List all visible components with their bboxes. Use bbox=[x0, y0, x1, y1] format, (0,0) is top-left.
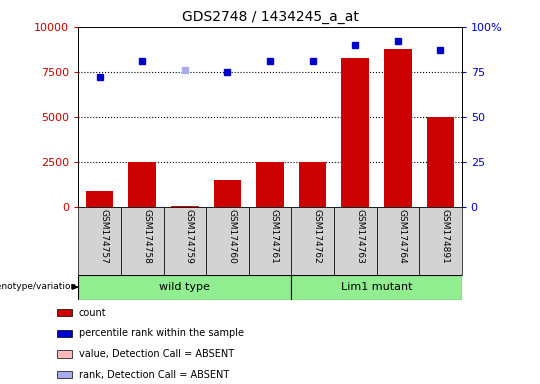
Bar bbox=[57, 309, 72, 316]
Text: GSM174761: GSM174761 bbox=[270, 209, 279, 264]
Bar bbox=[291, 275, 462, 300]
Bar bbox=[291, 207, 334, 275]
Text: GSM174762: GSM174762 bbox=[313, 209, 322, 264]
Text: genotype/variation: genotype/variation bbox=[0, 282, 77, 291]
Bar bbox=[57, 371, 72, 378]
Bar bbox=[299, 162, 327, 207]
Text: wild type: wild type bbox=[159, 282, 210, 292]
Bar bbox=[341, 58, 369, 207]
Bar bbox=[334, 207, 376, 275]
Bar bbox=[171, 205, 199, 207]
Text: GSM174758: GSM174758 bbox=[142, 209, 151, 264]
Text: GSM174759: GSM174759 bbox=[185, 209, 194, 264]
Bar bbox=[129, 162, 156, 207]
Title: GDS2748 / 1434245_a_at: GDS2748 / 1434245_a_at bbox=[181, 10, 359, 25]
Text: GSM174763: GSM174763 bbox=[355, 209, 364, 264]
Bar bbox=[249, 207, 291, 275]
Text: count: count bbox=[79, 308, 106, 318]
Bar bbox=[78, 275, 291, 300]
Text: GSM174757: GSM174757 bbox=[99, 209, 109, 264]
Bar bbox=[419, 207, 462, 275]
Bar bbox=[86, 191, 113, 207]
Bar bbox=[78, 207, 121, 275]
Bar bbox=[164, 207, 206, 275]
Bar bbox=[57, 330, 72, 337]
Text: value, Detection Call = ABSENT: value, Detection Call = ABSENT bbox=[79, 349, 234, 359]
Bar bbox=[427, 117, 454, 207]
Text: Lim1 mutant: Lim1 mutant bbox=[341, 282, 412, 292]
Text: GSM174764: GSM174764 bbox=[398, 209, 407, 264]
Text: GSM174891: GSM174891 bbox=[441, 209, 449, 264]
Text: GSM174760: GSM174760 bbox=[227, 209, 237, 264]
Text: rank, Detection Call = ABSENT: rank, Detection Call = ABSENT bbox=[79, 370, 229, 380]
Bar bbox=[376, 207, 419, 275]
Bar bbox=[206, 207, 249, 275]
Text: percentile rank within the sample: percentile rank within the sample bbox=[79, 328, 244, 338]
Bar bbox=[121, 207, 164, 275]
Bar bbox=[57, 351, 72, 358]
Bar bbox=[384, 48, 411, 207]
Bar bbox=[256, 162, 284, 207]
Bar bbox=[213, 180, 241, 207]
